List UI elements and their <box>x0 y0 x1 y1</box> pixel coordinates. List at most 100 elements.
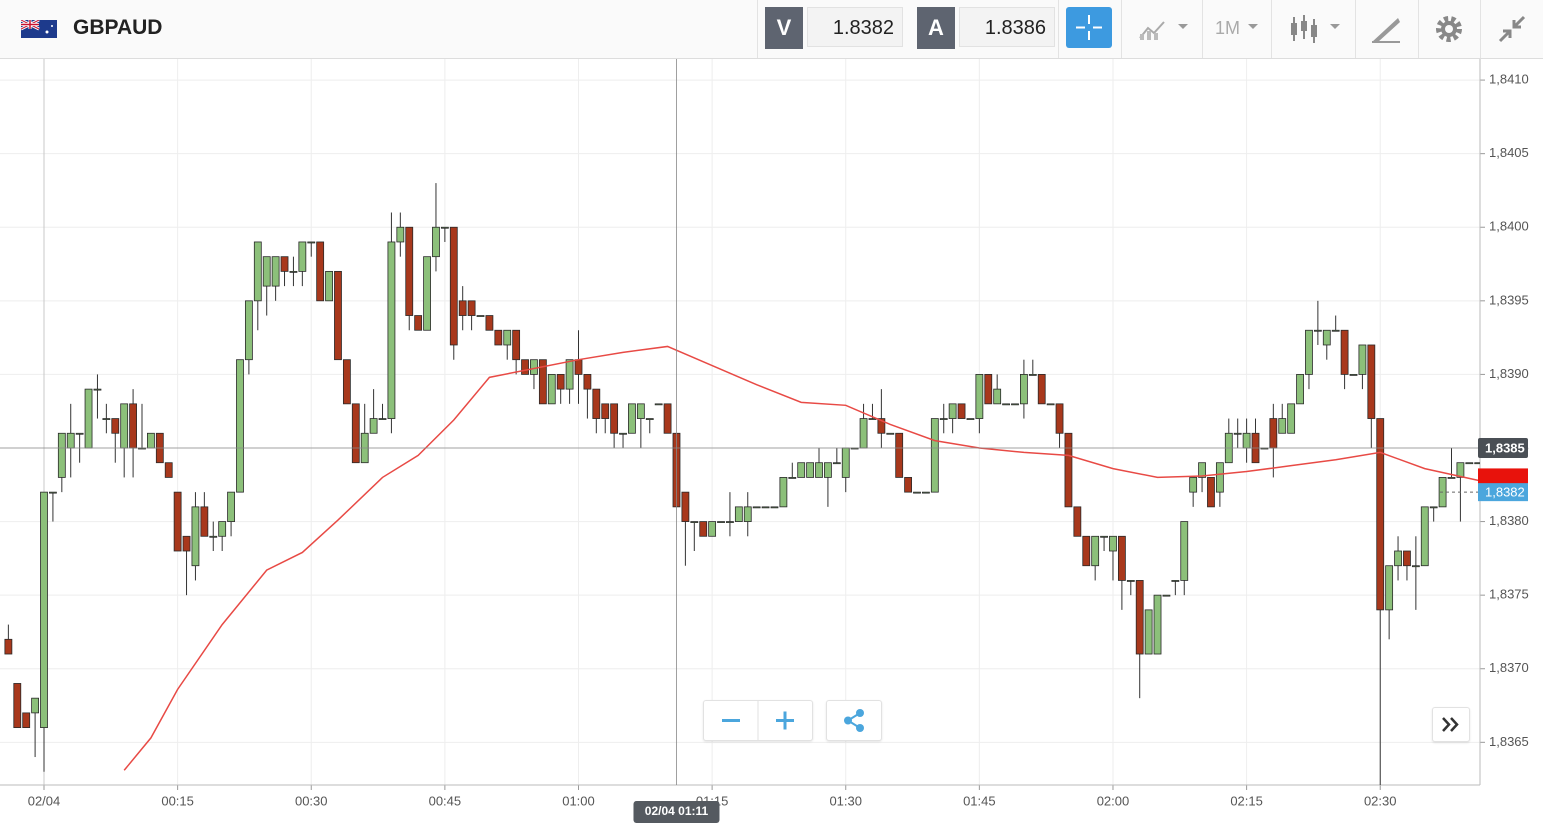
candle-body <box>66 432 75 449</box>
candle-body <box>494 329 503 346</box>
scroll-latest-button[interactable] <box>1432 707 1470 742</box>
candle-body <box>57 432 66 478</box>
candle-body <box>824 462 832 478</box>
candle-body <box>1198 462 1206 478</box>
candle-body <box>1109 535 1117 552</box>
candle-body <box>1313 329 1322 332</box>
bid-label[interactable]: V <box>765 7 803 49</box>
candle-body <box>458 300 467 316</box>
y-tick-label: 1,8400 <box>1489 219 1529 234</box>
candle-body <box>556 374 565 390</box>
candle-body <box>1135 580 1144 655</box>
candle-body <box>1055 403 1064 434</box>
candle-body <box>334 270 342 361</box>
candle-body <box>129 403 137 449</box>
timeframe-button[interactable]: 1M <box>1215 18 1241 38</box>
candle-body <box>22 712 31 729</box>
candle-body <box>4 638 13 655</box>
candle-body <box>1349 374 1358 376</box>
candle-body <box>1046 403 1055 406</box>
chart-type-button[interactable] <box>1288 13 1344 45</box>
candle-body <box>1456 462 1465 478</box>
candle-body <box>922 491 930 494</box>
candle-body <box>1091 535 1100 567</box>
candle-body <box>111 418 120 434</box>
candle-body <box>1340 329 1349 375</box>
candle-body <box>449 226 458 346</box>
candle-body <box>592 388 601 419</box>
candle-body <box>316 241 325 302</box>
ask-price[interactable]: 1.8386 <box>959 7 1055 47</box>
separator <box>1121 0 1122 58</box>
crosshair-button[interactable] <box>1066 7 1112 48</box>
candle-body <box>164 462 173 478</box>
candle-body <box>1002 403 1010 406</box>
y-tick-label: 1,8375 <box>1489 587 1529 602</box>
x-tick-label: 00:15 <box>161 793 194 808</box>
candle-body <box>1171 580 1180 582</box>
share-button[interactable] <box>826 700 882 741</box>
bid-price[interactable]: 1.8382 <box>807 7 903 47</box>
candle-body <box>75 432 84 435</box>
candle-body <box>1322 329 1331 346</box>
candle-body <box>236 359 244 493</box>
candle-body <box>868 418 877 420</box>
dropdown-arrow[interactable] <box>1246 16 1260 42</box>
candle-body <box>485 315 494 331</box>
candle-body <box>743 506 752 522</box>
indicators-button[interactable] <box>1138 16 1192 42</box>
y-tick-label: 1,8365 <box>1489 734 1529 749</box>
candle-body <box>859 418 868 449</box>
candle-body <box>40 491 48 729</box>
share-icon <box>844 709 864 732</box>
candle-body <box>1376 418 1385 611</box>
candle-body <box>841 447 850 478</box>
candle-body <box>476 315 485 317</box>
candle-body <box>1011 403 1019 406</box>
candle-body <box>708 521 717 537</box>
crosshair-x-box <box>633 801 720 823</box>
candle-body <box>601 403 610 419</box>
candle-body <box>565 359 574 390</box>
candle-body <box>610 403 619 434</box>
ask-label[interactable]: A <box>917 7 955 49</box>
collapse-button[interactable] <box>1497 14 1527 44</box>
candle-body <box>298 241 307 272</box>
candle-body <box>628 403 636 434</box>
symbol: GBPAUD <box>73 16 163 39</box>
candle-body <box>1126 580 1135 582</box>
candle-body <box>173 491 182 552</box>
x-tick-label: 01:30 <box>829 793 862 808</box>
candle-body <box>734 506 743 522</box>
y-tick-label: 1,8390 <box>1489 366 1529 381</box>
plot-area <box>4 183 1480 785</box>
candle-body <box>1215 462 1224 493</box>
candle-body <box>636 403 645 419</box>
candle-body <box>1411 565 1420 568</box>
drawing-button[interactable] <box>1370 14 1402 44</box>
settings-button[interactable] <box>1433 13 1465 45</box>
candle-body <box>1447 477 1456 479</box>
candle-body <box>975 374 984 419</box>
candle-body <box>1233 432 1242 435</box>
candle-body <box>262 256 271 287</box>
candle-body <box>699 521 708 537</box>
candle-body <box>31 697 39 714</box>
separator <box>1480 0 1481 58</box>
candle-body <box>1100 535 1108 538</box>
candle-body <box>1020 374 1028 405</box>
toolbar: GBPAUD V 1.8382 A 1.8386 1M <box>0 0 1543 59</box>
candle-body <box>253 241 262 302</box>
moving-average <box>123 345 1479 771</box>
candle-body <box>538 359 547 405</box>
candle-body <box>396 226 405 243</box>
candle-body <box>440 226 449 229</box>
candle-body <box>120 403 129 449</box>
candle-body <box>895 432 904 478</box>
candle-body <box>1278 418 1287 434</box>
candle-body <box>966 418 975 420</box>
candle-body <box>681 491 690 522</box>
flag-icon <box>21 20 57 38</box>
candle-body <box>752 506 761 509</box>
